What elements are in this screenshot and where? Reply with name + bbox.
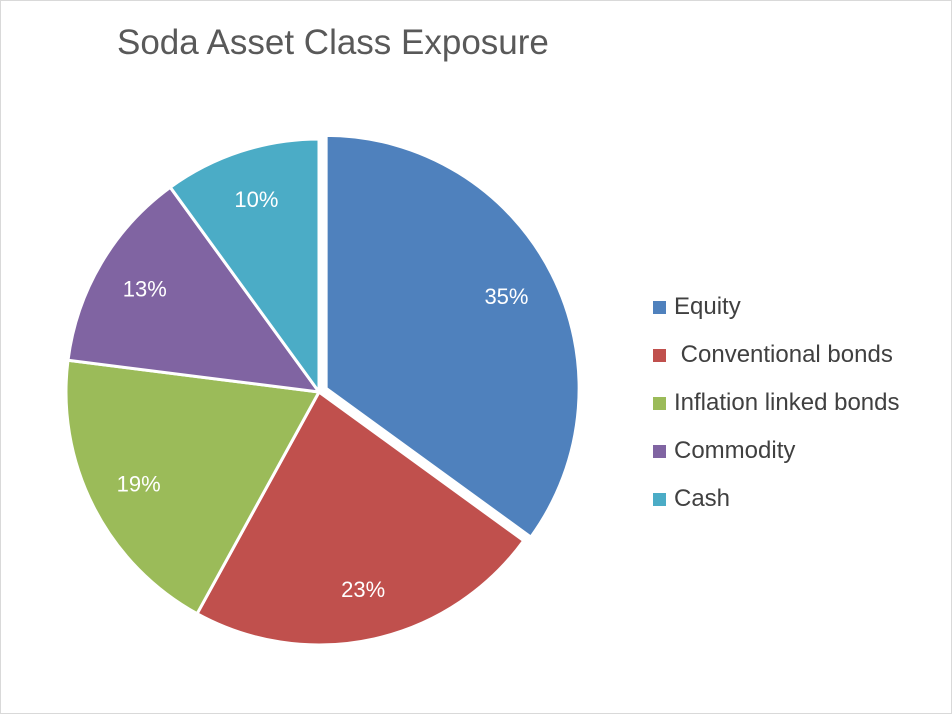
- legend-label-commodity: Commodity: [674, 437, 796, 464]
- data-label-inflation-linked-bonds: 19%: [117, 471, 161, 496]
- pie-slice-cash: [168, 137, 321, 394]
- data-label-commodity: 13%: [123, 276, 167, 301]
- data-label-cash: 10%: [234, 187, 278, 212]
- pie-slices: [64, 133, 581, 647]
- legend-swatch-commodity: [653, 444, 666, 458]
- legend-label-conventional-bonds: Conventional bonds: [674, 341, 893, 368]
- legend-swatch-conventional-bonds: [653, 348, 666, 362]
- legend-item-cash: Cash: [653, 475, 900, 523]
- pie-slice-conventional-bonds: [195, 390, 526, 647]
- data-label-equity: 35%: [484, 284, 528, 309]
- legend-label-equity: Equity: [674, 293, 741, 320]
- legend-label-cash: Cash: [674, 485, 731, 512]
- pie-slice-commodity: [66, 185, 321, 394]
- legend-swatch-cash: [653, 492, 666, 506]
- pie-data-labels: 35% 23% 19% 13% 10%: [117, 187, 529, 602]
- legend-swatch-equity: [653, 300, 666, 314]
- legend: Equity Conventional bonds Inflation link…: [653, 283, 900, 523]
- legend-item-conventional-bonds: Conventional bonds: [653, 331, 900, 379]
- data-label-conventional-bonds: 23%: [341, 577, 385, 602]
- legend-swatch-inflation-linked-bonds: [653, 396, 666, 410]
- chart-title: Soda Asset Class Exposure: [117, 23, 549, 62]
- legend-item-commodity: Commodity: [653, 427, 900, 475]
- pie-slice-equity: [324, 133, 581, 539]
- legend-item-equity: Equity: [653, 283, 900, 331]
- pie-slice-inflation-linked-bonds: [64, 358, 321, 616]
- legend-item-inflation-linked-bonds: Inflation linked bonds: [653, 379, 900, 427]
- legend-label-inflation-linked-bonds: Inflation linked bonds: [674, 389, 900, 416]
